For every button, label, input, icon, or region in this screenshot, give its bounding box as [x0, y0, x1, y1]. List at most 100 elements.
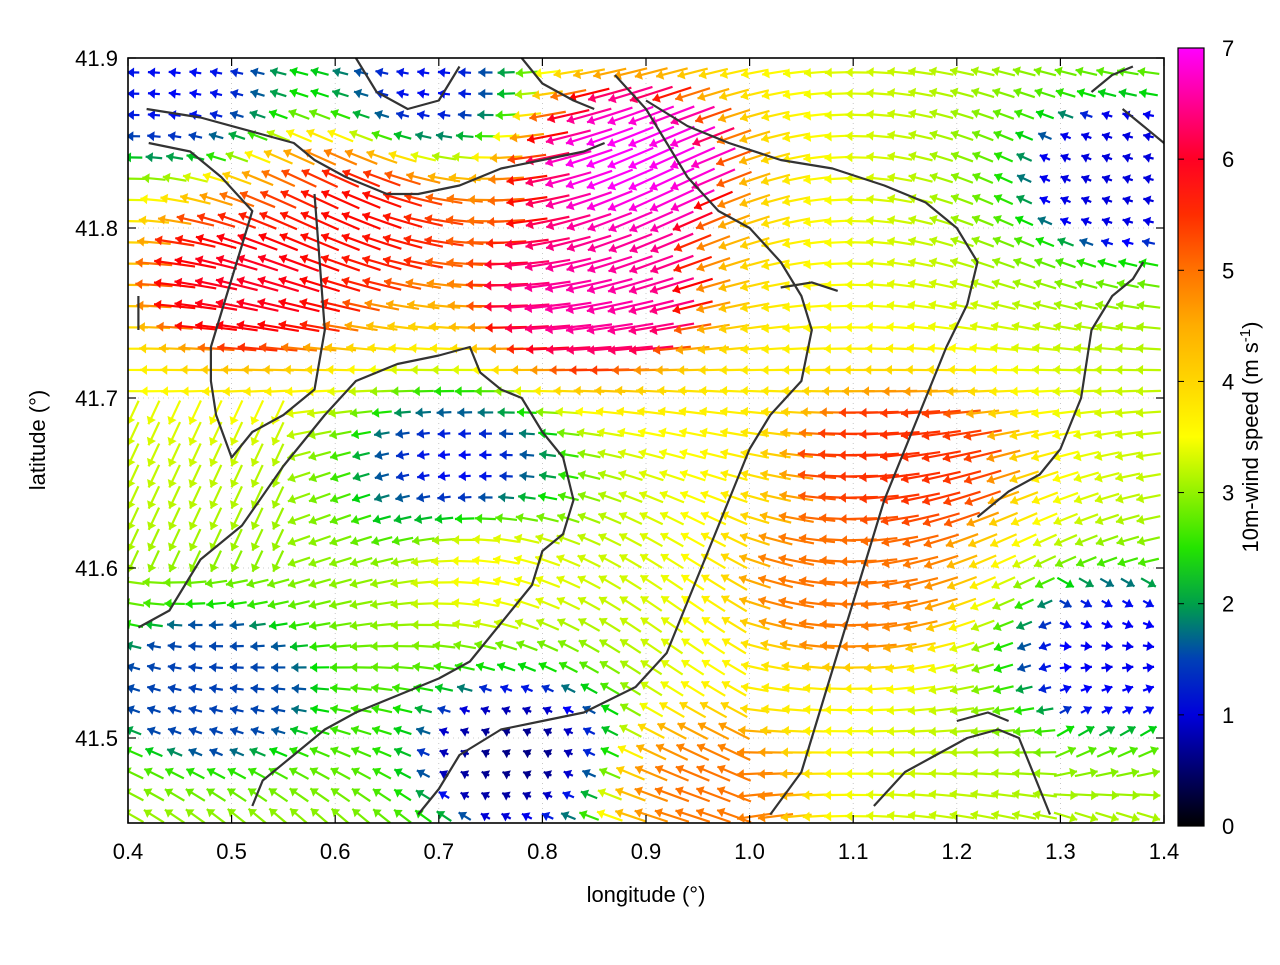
wind-arrow-head: [1012, 768, 1019, 778]
wind-arrow-head: [780, 769, 787, 779]
wind-arrow-shaft: [650, 190, 694, 210]
wind-arrow-head: [310, 642, 318, 652]
wind-arrow-head: [142, 173, 149, 183]
wind-arrow-head: [845, 195, 852, 205]
wind-arrow-head: [371, 683, 379, 693]
wind-arrow-head: [473, 535, 480, 545]
wind-arrow-head: [350, 642, 357, 652]
wind-arrow-head: [574, 386, 581, 396]
wind-arrow-head: [741, 365, 748, 375]
wind-arrow-head: [590, 365, 597, 375]
wind-arrow-head: [1143, 132, 1151, 142]
wind-arrow-head: [818, 450, 825, 460]
wind-arrow-head: [507, 344, 514, 354]
wind-arrow-head: [326, 365, 333, 375]
wind-arrow-head: [387, 322, 395, 332]
wind-arrow-head: [485, 259, 492, 269]
wind-arrow-head: [927, 365, 934, 375]
wind-arrow-head: [435, 514, 443, 524]
wind-arrow-head: [472, 152, 479, 162]
contour-line: [957, 713, 1009, 722]
wind-arrow-head: [429, 322, 436, 332]
wind-arrow-head: [678, 386, 685, 396]
wind-arrow-head: [455, 386, 462, 396]
wind-arrow-head: [1119, 88, 1127, 98]
wind-arrow-head: [230, 705, 238, 715]
wind-arrow-head: [518, 492, 526, 502]
wind-arrow-head: [839, 450, 846, 460]
colorbar-tick-label: 3: [1222, 481, 1234, 506]
wind-arrow-head: [492, 365, 499, 375]
wind-arrow-head: [438, 429, 445, 439]
wind-arrow-head: [846, 89, 853, 99]
wind-arrow-head: [1053, 365, 1060, 375]
wind-arrow-shaft: [124, 748, 143, 756]
wind-arrow-head: [489, 344, 496, 354]
wind-arrow-shaft: [670, 127, 715, 145]
wind-arrow-head: [479, 471, 486, 481]
wind-arrow-head: [466, 280, 473, 290]
wind-arrow-head: [887, 67, 895, 77]
wind-arrow-head: [148, 89, 155, 99]
wind-arrow-head: [147, 131, 155, 141]
wind-arrow-head: [971, 789, 979, 799]
wind-arrow-head: [189, 68, 197, 78]
wind-arrow-head: [1143, 153, 1151, 163]
wind-arrow-head: [844, 684, 851, 694]
wind-arrow-head: [206, 599, 214, 609]
wind-arrow-head: [447, 279, 454, 289]
wind-arrow-head: [284, 365, 291, 375]
wind-arrow-head: [803, 683, 810, 693]
wind-arrow-head: [143, 598, 151, 608]
wind-arrow-head: [285, 387, 292, 397]
wind-arrow-head: [346, 343, 353, 353]
wind-arrow-head: [761, 386, 768, 396]
wind-arrow-head: [119, 344, 126, 354]
wind-arrow-head: [989, 387, 996, 397]
wind-arrow-head: [505, 239, 513, 249]
wind-arrow-head: [249, 620, 257, 630]
wind-arrow-head: [824, 301, 831, 311]
wind-arrow-head: [1074, 387, 1081, 397]
wind-arrow-head: [497, 89, 504, 99]
wind-arrow-head: [824, 344, 831, 354]
wind-arrow-head: [840, 599, 847, 609]
wind-arrow-head: [251, 68, 259, 78]
wind-arrow-head: [908, 790, 915, 800]
wind-arrow-head: [506, 218, 514, 228]
wind-arrow-head: [798, 491, 806, 501]
wind-arrow-head: [845, 705, 852, 715]
wind-arrow-head: [866, 194, 873, 204]
wind-arrow-head: [271, 684, 278, 694]
wind-arrow-head: [782, 323, 789, 333]
wind-arrow-shaft: [609, 212, 653, 230]
wind-arrow-head: [737, 813, 745, 823]
wind-arrow-head: [1136, 386, 1143, 396]
wind-arrow-head: [1143, 196, 1151, 206]
wind-arrow-head: [140, 365, 147, 375]
wind-arrow-head: [825, 132, 832, 142]
wind-arrow-head: [438, 68, 446, 78]
wind-arrow-head: [1084, 663, 1092, 673]
wind-arrow-head: [888, 130, 896, 140]
wind-arrow-head: [823, 365, 830, 375]
wind-arrow-head: [490, 153, 497, 163]
wind-arrow-head: [577, 428, 585, 438]
y-axis-label: latitude (°): [25, 390, 50, 491]
wind-arrow-head: [325, 343, 333, 353]
wind-arrow-head: [802, 386, 809, 396]
wind-arrow-head: [259, 343, 267, 353]
wind-arrow-head: [391, 599, 398, 609]
wind-arrow-shaft: [649, 127, 694, 146]
wind-arrow-head: [271, 641, 278, 651]
wind-arrow-head: [354, 68, 362, 78]
wind-arrow-head: [799, 640, 806, 650]
wind-arrow-head: [139, 216, 146, 226]
wind-arrow-head: [1152, 768, 1160, 778]
wind-arrow-head: [554, 386, 561, 396]
wind-arrow-head: [230, 663, 237, 673]
wind-arrow-head: [391, 641, 398, 651]
wind-arrow-head: [1031, 408, 1039, 418]
wind-arrow-head: [867, 67, 874, 77]
